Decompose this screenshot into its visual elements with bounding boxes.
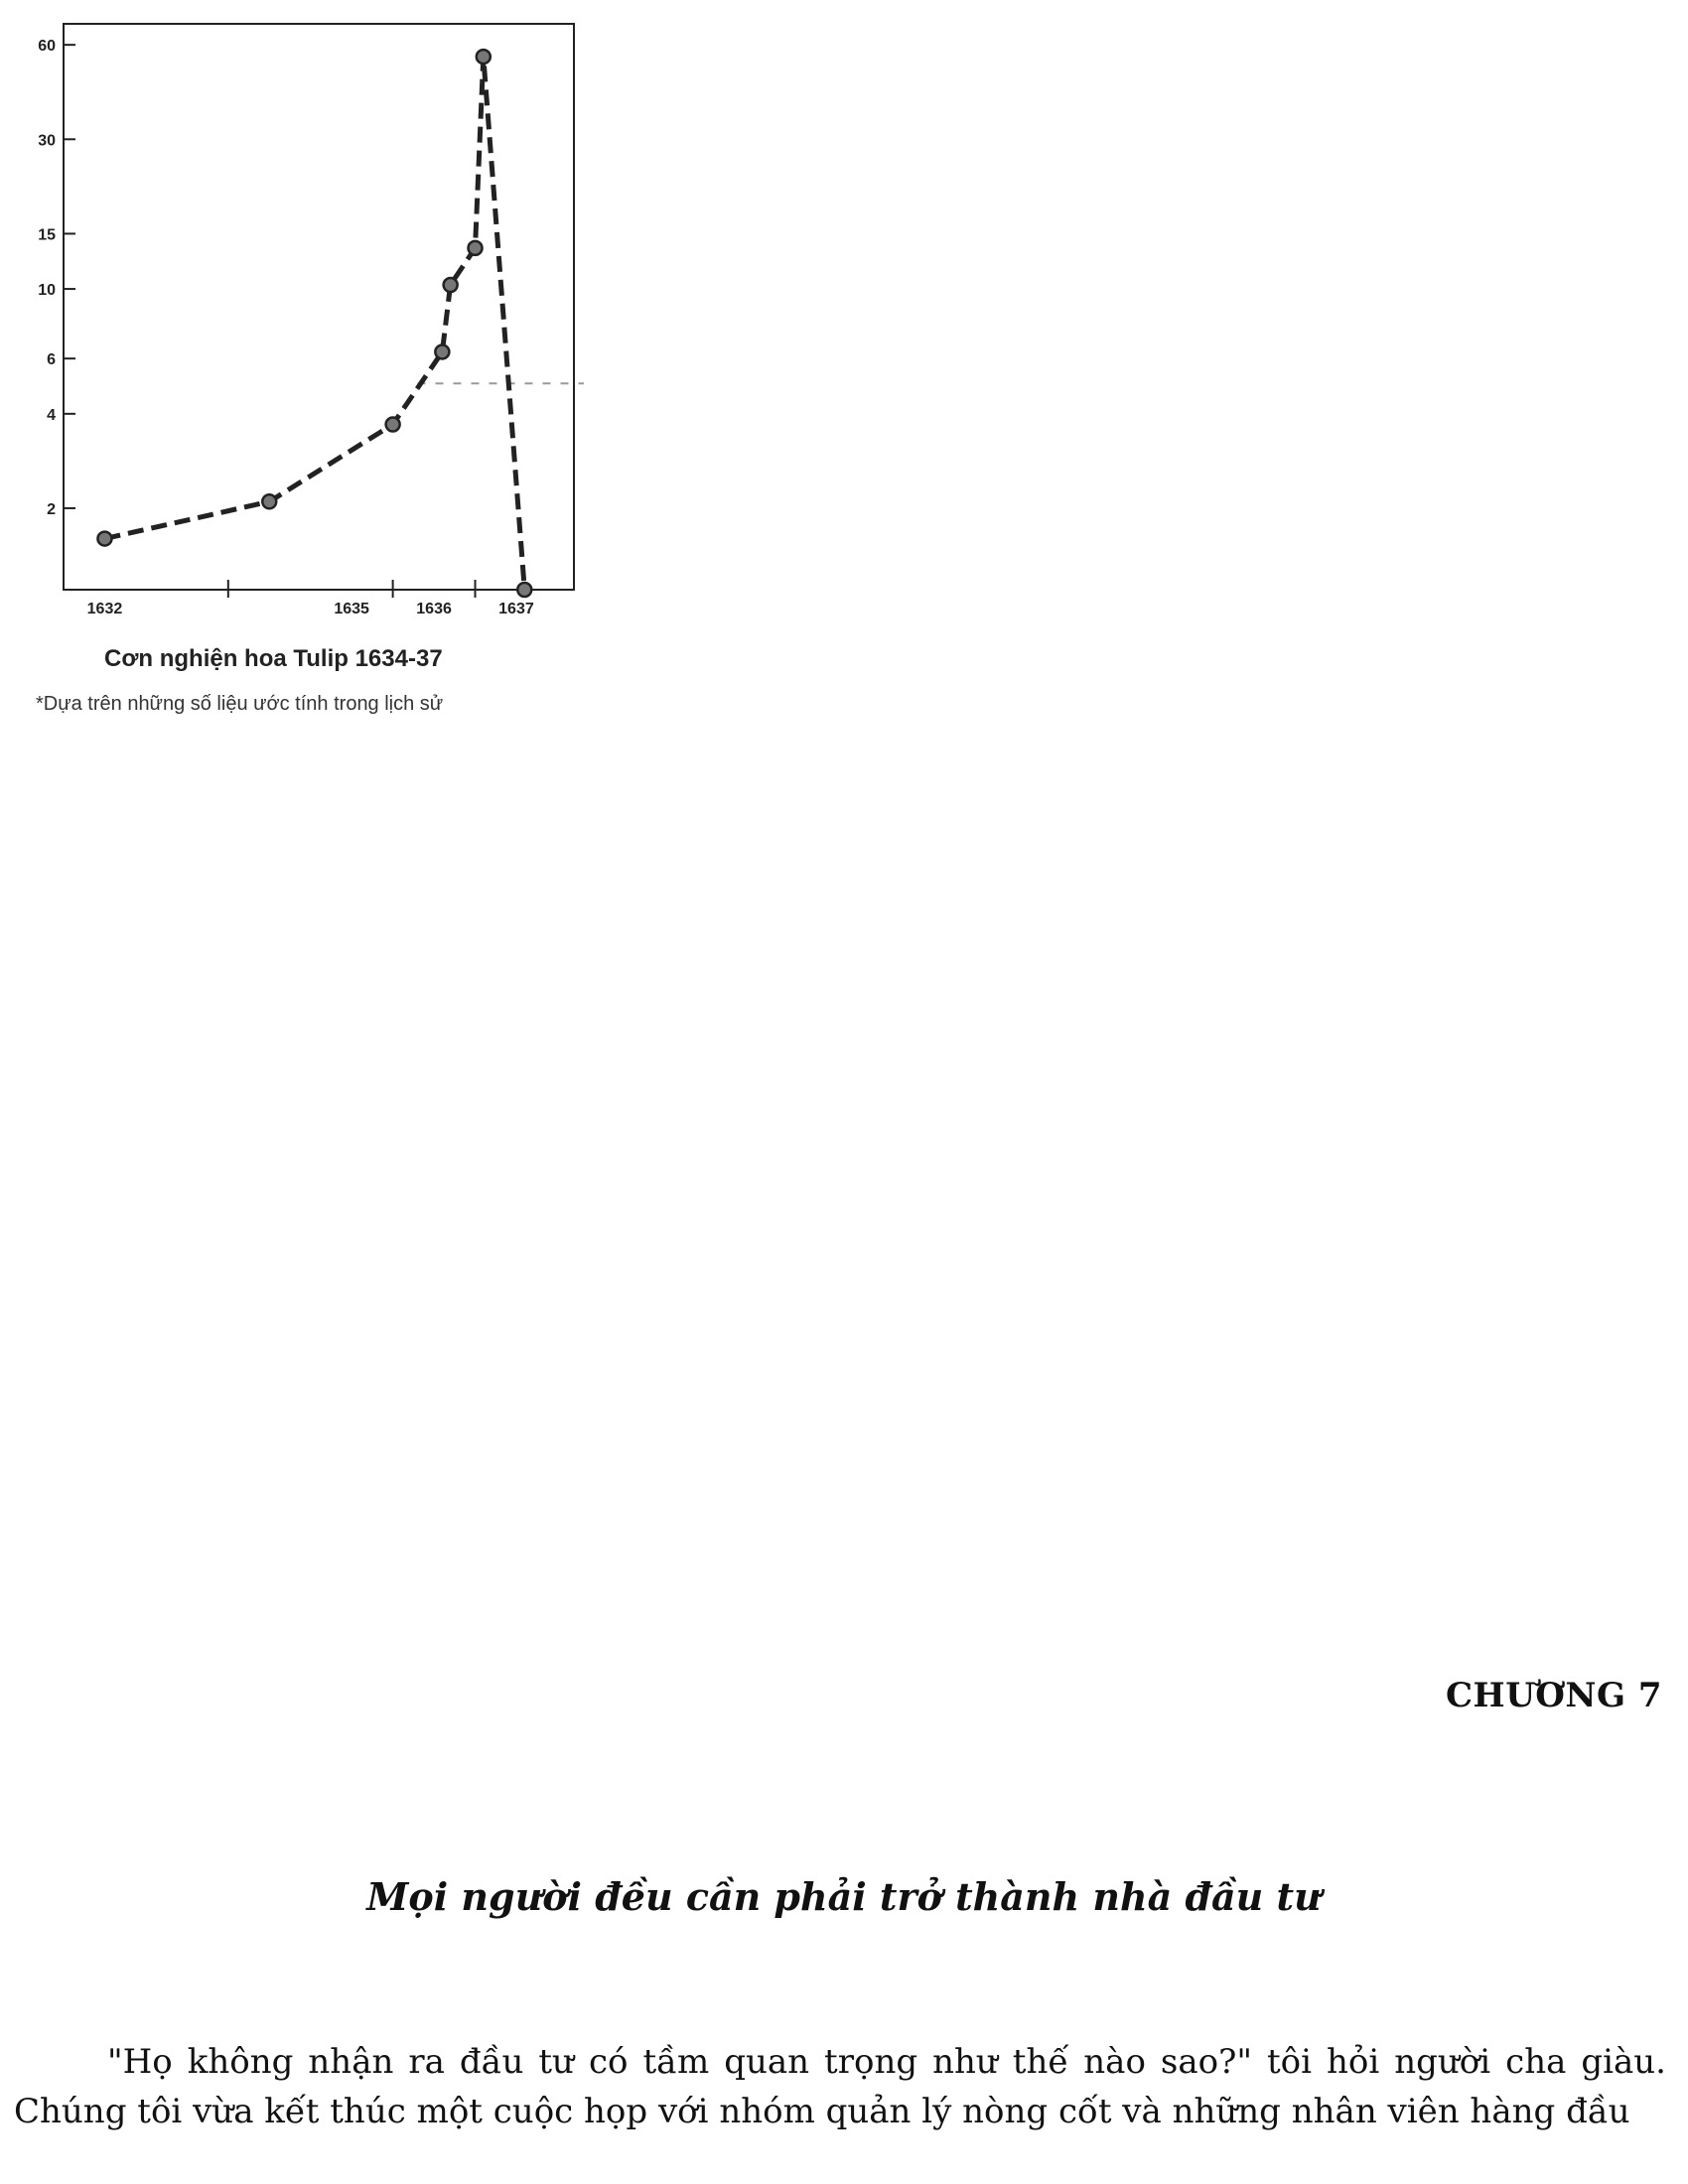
data-point [384,416,401,433]
y-tick-label: 30 [38,132,56,149]
chapter-title: Mọi người đều cần phải trở thành nhà đầu… [366,1874,1322,1919]
data-point [475,48,492,66]
data-point [96,530,113,547]
x-tick-label: 1632 [87,601,123,617]
series-line [103,56,527,591]
data-points [96,48,533,599]
x-tick-label: 1637 [498,601,534,617]
tulip-chart: 2 4 6 10 15 30 60 1632 1635 1636 1637 [38,23,584,617]
body-paragraph: "Họ không nhận ra đầu tư có tầm quan trọ… [14,2042,1666,2131]
chapter-number: CHƯƠNG 7 [1445,1676,1662,1715]
y-tick-label: 2 [47,501,56,518]
y-axis: 2 4 6 10 15 30 60 [38,38,75,518]
chart-note: *Dựa trên những số liệu ước tính trong l… [36,693,444,715]
data-point [442,276,459,294]
data-point [467,239,484,257]
x-axis: 1632 1635 1636 1637 [87,580,534,617]
x-tick-label: 1635 [334,601,369,617]
y-tick-label: 6 [47,351,56,368]
y-tick-label: 4 [47,407,56,424]
y-tick-label: 15 [38,226,56,243]
data-point [261,493,278,510]
data-point [516,581,533,599]
x-tick-label: 1636 [416,601,452,617]
chart-caption: Cơn nghiện hoa Tulip 1634-37 [104,645,443,672]
y-tick-label: 10 [38,282,56,299]
data-point [434,343,451,360]
y-tick-label: 60 [38,38,56,55]
plot-frame [63,23,575,591]
